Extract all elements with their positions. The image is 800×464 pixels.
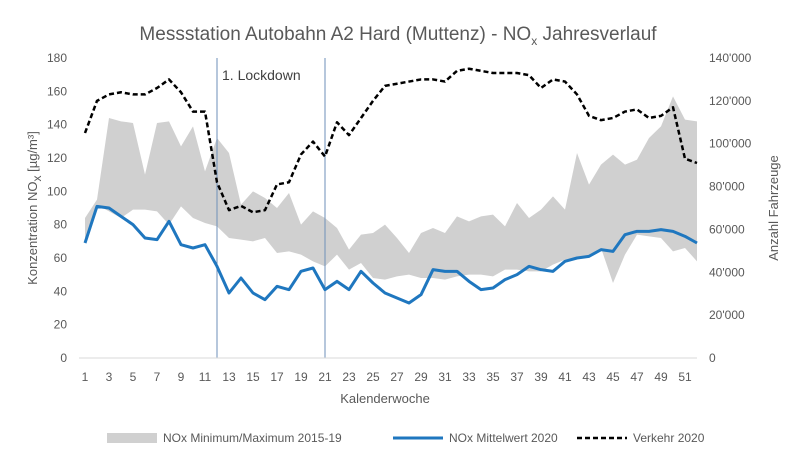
axes: 0 20 40 60 80 100 120 140 160 180 0 20'000 40'000 60'… [47, 51, 752, 384]
x-tick-label: 41 [558, 370, 572, 384]
x-tick-label: 43 [582, 370, 596, 384]
x-tick-label: 17 [270, 370, 284, 384]
legend-label-mean: NOx Mittelwert 2020 [449, 431, 558, 445]
x-tick-label: 29 [414, 370, 428, 384]
x-tick-label: 27 [390, 370, 404, 384]
x-tick-label: 31 [438, 370, 452, 384]
x-tick-label: 49 [654, 370, 668, 384]
y-right-tick-label: 20'000 [709, 308, 745, 322]
y-left-tick-label: 40 [54, 284, 68, 298]
series-lines [83, 67, 698, 305]
y-axis-left-suffix: [µg/m³] [25, 131, 40, 175]
lockdown-annotation: 1. Lockdown [222, 67, 301, 83]
x-tick-label: 33 [462, 370, 476, 384]
x-tick-label: 5 [130, 370, 137, 384]
chart-title-suffix: Jahresverlauf [537, 24, 657, 45]
x-tick-label: 1 [82, 370, 89, 384]
x-tick-label: 11 [199, 370, 212, 384]
y-right-tick-label: 100'000 [709, 137, 752, 151]
y-axis-left-subscript: x [30, 175, 44, 181]
chart-title: Messstation Autobahn A2 Hard (Muttenz) -… [139, 24, 657, 48]
band-layer [85, 96, 697, 283]
y-left-tick-label: 80 [54, 218, 68, 232]
x-tick-label: 21 [318, 370, 332, 384]
x-axis-title: Kalenderwoche [340, 391, 430, 406]
legend-label-band: NOx Minimum/Maximum 2015-19 [163, 431, 342, 445]
x-tick-label: 7 [154, 370, 161, 384]
y-left-tick-label: 0 [60, 351, 67, 365]
x-tick-label: 35 [486, 370, 500, 384]
y-left-tick-label: 60 [54, 251, 68, 265]
y-axis-left-title: Konzentration NOx [µg/m³] [25, 131, 44, 285]
y-right-tick-label: 60'000 [709, 222, 745, 236]
x-tick-label: 13 [222, 370, 236, 384]
y-left-tick-label: 140 [47, 118, 67, 132]
y-right-tick-label: 40'000 [709, 265, 745, 279]
y-left-tick-label: 180 [47, 51, 67, 65]
x-tick-label: 9 [178, 370, 185, 384]
x-tick-label: 45 [606, 370, 620, 384]
legend: NOx Minimum/Maximum 2015-19 NOx Mittelwe… [107, 431, 705, 445]
chart-title-subscript: x [531, 34, 537, 48]
band-min-max [85, 96, 697, 283]
x-tick-label: 51 [678, 370, 692, 384]
legend-label-traffic: Verkehr 2020 [633, 431, 705, 445]
x-tick-label: 25 [366, 370, 380, 384]
x-tick-label: 37 [510, 370, 524, 384]
line-traffic-2020 [83, 67, 698, 214]
x-tick-label: 19 [294, 370, 308, 384]
y-right-tick-label: 80'000 [709, 180, 745, 194]
line-nox-mean-2020 [83, 204, 698, 305]
legend-swatch-band [107, 433, 157, 443]
lockdown-lines [216, 58, 326, 358]
y-left-tick-label: 20 [54, 318, 68, 332]
y-left-tick-label: 100 [47, 184, 67, 198]
x-tick-label: 47 [630, 370, 644, 384]
x-tick-label: 15 [246, 370, 260, 384]
y-right-tick-label: 140'000 [709, 51, 752, 65]
y-left-tick-label: 120 [47, 151, 67, 165]
x-tick-label: 3 [106, 370, 113, 384]
y-right-tick-label: 0 [709, 351, 716, 365]
y-right-tick-label: 120'000 [709, 94, 752, 108]
x-tick-label: 39 [534, 370, 548, 384]
x-tick-label: 23 [342, 370, 356, 384]
y-left-tick-label: 160 [47, 84, 67, 98]
y-axis-right-title: Anzahl Fahrzeuge [766, 155, 781, 261]
